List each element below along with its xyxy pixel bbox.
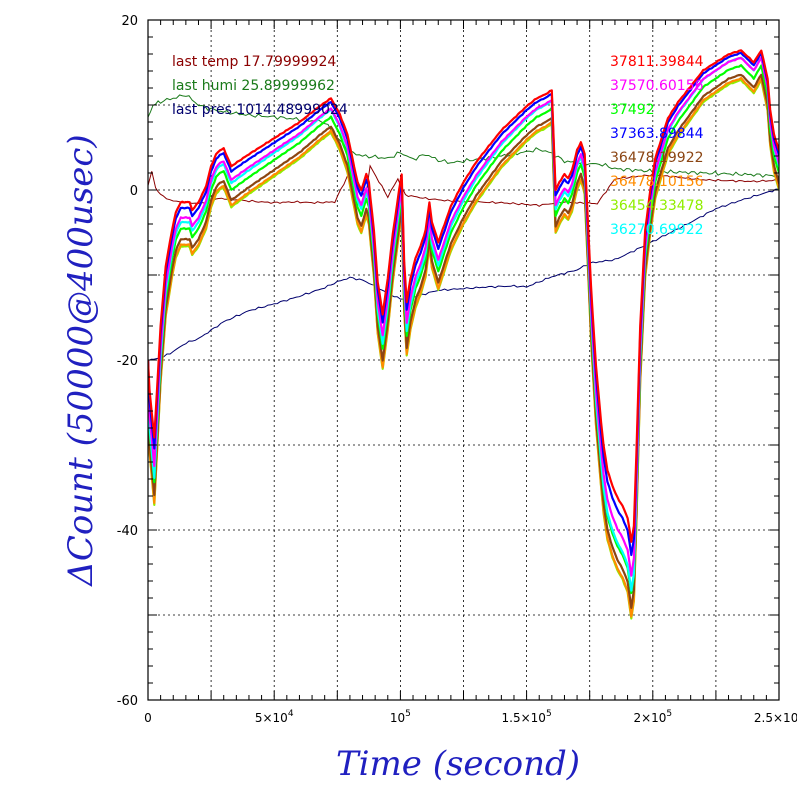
series-line xyxy=(148,51,779,557)
env-legend-entry: last temp 17.79999924 xyxy=(172,54,336,70)
x-tick-label: 2.5×105 xyxy=(754,709,797,725)
x-tick-label: 0 xyxy=(144,711,152,725)
axis-tick-labels: 20 0 -20 -40 -60 0 5×104 105 1.5×105 2×105 2.5×105 xyxy=(117,14,797,725)
x-tick-label: 105 xyxy=(390,709,411,725)
series-line xyxy=(148,73,779,609)
series-line xyxy=(148,64,779,595)
series-legend-entry: 37811.39844 xyxy=(610,54,704,70)
series-line xyxy=(148,56,779,577)
series-legend-entry: 37570.60156 xyxy=(610,78,704,94)
series-legend-entry: 37492 xyxy=(610,102,655,118)
series-legend-entry: 36454.33478 xyxy=(610,198,704,214)
series-legend-entry: 36478.19922 xyxy=(610,150,704,166)
x-tick-label: 1.5×105 xyxy=(502,709,552,725)
series-legend-entry: 36270.69922 xyxy=(610,222,704,238)
x-axis-title: Time (second) xyxy=(336,744,580,784)
env-legend-entry: last humi 25.89999962 xyxy=(172,78,335,94)
x-tick-label: 5×104 xyxy=(255,709,294,725)
y-axis-title: ΔCount (50000@400usec) xyxy=(61,134,101,587)
y-tick-label: 20 xyxy=(121,14,138,29)
y-tick-label: -60 xyxy=(117,694,138,709)
series-line xyxy=(148,76,779,618)
series-legend-entry: 37363.89844 xyxy=(610,126,704,142)
x-tick-label: 2×105 xyxy=(633,709,672,725)
env-series-line xyxy=(148,188,779,362)
axis-ticks xyxy=(147,19,780,701)
y-tick-label: 0 xyxy=(130,184,138,199)
env-series-line xyxy=(148,94,779,178)
y-tick-label: -20 xyxy=(117,354,138,369)
legend: last temp 17.79999924 last humi 25.899999… xyxy=(172,54,704,238)
env-legend-entry: last pres 1014.48999024 xyxy=(172,102,348,118)
count-series xyxy=(148,49,779,620)
series-legend-entry: 36478.10156 xyxy=(610,174,704,190)
series-line xyxy=(148,49,779,543)
y-tick-label: -40 xyxy=(117,524,138,539)
